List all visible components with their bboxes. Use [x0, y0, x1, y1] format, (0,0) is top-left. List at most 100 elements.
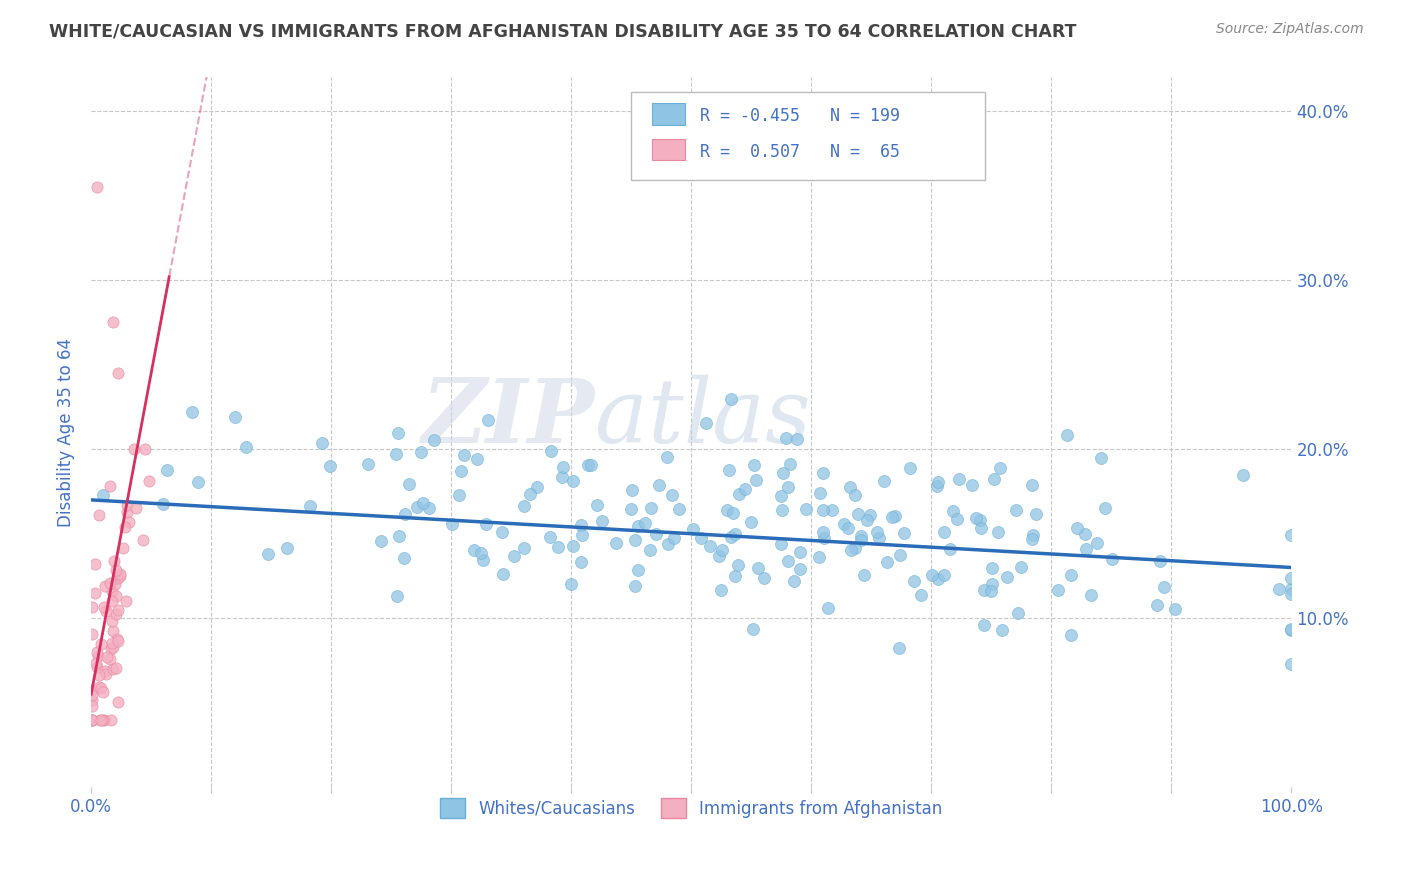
Point [634, 516, 657, 530]
Point [388, 528, 411, 542]
Point [932, 525, 955, 540]
Point [813, 466, 835, 480]
Point [491, 525, 513, 540]
Point [107, 366, 129, 380]
Point [942, 504, 965, 518]
Point [720, 392, 742, 406]
Point [406, 500, 429, 515]
Point [789, 562, 811, 576]
Point [477, 412, 499, 426]
Point [638, 543, 661, 558]
Point [770, 502, 793, 516]
Point [101, 636, 124, 650]
Point [981, 561, 1004, 575]
Point [319, 459, 342, 474]
Point [1007, 606, 1029, 620]
Point [921, 568, 943, 582]
Point [107, 633, 129, 648]
Point [298, 499, 321, 513]
Point [93, 713, 115, 727]
Point [837, 521, 859, 535]
Point [724, 569, 747, 583]
Point [927, 572, 949, 586]
Point [1146, 598, 1168, 612]
Point [100, 584, 122, 599]
Point [152, 497, 174, 511]
Point [540, 444, 562, 458]
Point [96, 649, 118, 664]
Point [898, 461, 921, 475]
Point [80, 699, 103, 714]
Point [449, 488, 471, 502]
Point [620, 483, 643, 497]
Point [710, 583, 733, 598]
Point [104, 563, 127, 577]
Point [695, 417, 717, 431]
Point [118, 516, 141, 530]
Point [776, 480, 799, 494]
Point [980, 583, 1002, 598]
Point [513, 541, 536, 556]
Point [80, 688, 103, 702]
Point [1056, 428, 1078, 442]
Point [853, 568, 876, 582]
Point [983, 471, 1005, 485]
Point [571, 527, 593, 541]
Point [91, 713, 114, 727]
Point [80, 627, 103, 641]
Point [668, 501, 690, 516]
Point [86, 645, 108, 659]
Point [1149, 553, 1171, 567]
Point [100, 642, 122, 657]
Point [988, 461, 1011, 475]
Point [1060, 567, 1083, 582]
Point [450, 464, 472, 478]
Point [115, 498, 138, 512]
Point [779, 457, 801, 471]
Point [990, 623, 1012, 637]
Point [734, 482, 756, 496]
Point [627, 563, 650, 577]
Point [644, 527, 666, 541]
Point [969, 513, 991, 527]
Point [110, 566, 132, 581]
Point [1060, 628, 1083, 642]
Point [591, 514, 613, 528]
Point [752, 571, 775, 585]
Point [409, 445, 432, 459]
Point [465, 452, 488, 467]
Point [946, 511, 969, 525]
Point [103, 624, 125, 638]
Point [1281, 582, 1303, 597]
Point [311, 435, 333, 450]
Point [783, 574, 806, 589]
Point [131, 533, 153, 548]
Point [80, 600, 103, 615]
Point [868, 531, 890, 545]
Point [1281, 624, 1303, 638]
Text: R =  0.507   N =  65: R = 0.507 N = 65 [700, 143, 900, 161]
Point [789, 545, 811, 559]
Point [810, 485, 832, 500]
Point [821, 503, 844, 517]
Point [86, 180, 108, 194]
Point [932, 568, 955, 582]
Point [1074, 542, 1097, 557]
Point [491, 567, 513, 582]
Point [927, 475, 949, 489]
Point [94, 579, 117, 593]
Point [80, 713, 103, 727]
Point [624, 578, 647, 592]
Point [727, 558, 749, 572]
Point [107, 603, 129, 617]
Point [138, 475, 160, 489]
Point [84, 586, 107, 600]
Point [105, 632, 128, 646]
Text: R = -0.455   N = 199: R = -0.455 N = 199 [700, 107, 900, 126]
Point [93, 600, 115, 615]
Point [103, 640, 125, 654]
Point [385, 447, 408, 461]
Point [547, 541, 569, 555]
Point [747, 561, 769, 575]
Legend: Whites/Caucasians, Immigrants from Afghanistan: Whites/Caucasians, Immigrants from Afgha… [433, 791, 949, 825]
